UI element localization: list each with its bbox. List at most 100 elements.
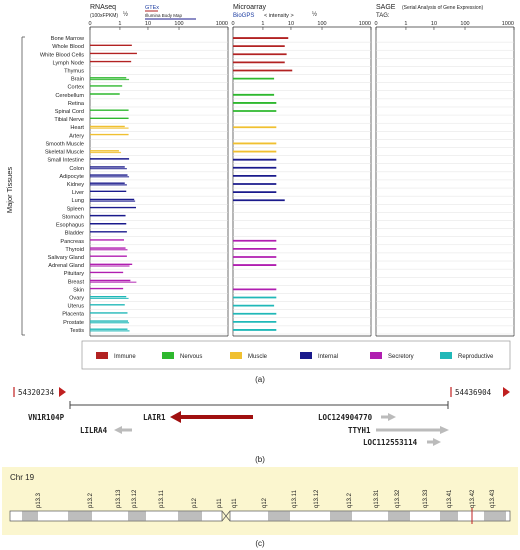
tissue-label: Placenta — [62, 312, 85, 318]
legend-swatch — [96, 352, 108, 359]
legend-label: Internal — [318, 354, 338, 360]
panel-c: Chr 19 p13.3 p13.2 p13.13 p13.12 p13.11 p12 p1… — [2, 467, 518, 548]
lilra4-arrow-icon — [114, 426, 122, 434]
gene-vn1r104p: VN1R104P — [28, 413, 65, 422]
panel-a: RNAseq (100xFPKM) ½ GTEx Illumina Body M… — [5, 4, 515, 384]
loc112553114-arrow-icon — [433, 438, 441, 446]
panel-a-axes: 0 1 10 100 1000 0 1 10 100 1000 0 1 10 100 1000 — [88, 21, 515, 337]
legend-swatch — [230, 352, 242, 359]
chromosome-label: Chr 19 — [10, 473, 35, 482]
panel-b: 54320234 54436904 VN1R104P LILRA4 LAIR1 … — [13, 387, 510, 464]
q-arm — [229, 510, 511, 522]
lair1-arrow-icon — [170, 411, 181, 423]
ideogram-band — [388, 511, 410, 521]
band-label: p13.13 — [116, 489, 122, 508]
tissue-label: White Blood Cells — [40, 52, 84, 58]
tissue-label: Pituitary — [64, 271, 84, 277]
sage-tick-label: 1000 — [502, 21, 514, 27]
start-arrow-icon — [59, 387, 66, 397]
tissue-label: Retina — [68, 101, 85, 107]
legend-swatch — [162, 352, 174, 359]
microarray-tick-label: 1000 — [359, 21, 371, 27]
band-label: q13.32 — [395, 489, 401, 508]
centromere-icon — [221, 510, 231, 522]
rnaseq-tick-label: 0 — [88, 21, 91, 27]
tissue-label: Ovary — [69, 296, 84, 302]
p-arm — [9, 510, 223, 522]
tissue-label: Cerebellum — [55, 93, 84, 99]
tissue-label: Skeletal Muscle — [45, 150, 84, 156]
caption-b: (b) — [255, 455, 265, 464]
end-arrow-icon — [503, 387, 510, 397]
gene-loc124904770: LOC124904770 — [318, 413, 373, 422]
start-coord: 54320234 — [18, 388, 55, 397]
legend-box — [81, 340, 511, 370]
tissue-label: Smooth Muscle — [45, 141, 84, 147]
gene-ttyh1: TTYH1 — [348, 426, 371, 435]
microarray-tick-label: 100 — [317, 21, 326, 27]
tissue-label: Stomach — [62, 214, 84, 220]
band-label: p11 — [217, 498, 223, 508]
microarray-exp: ½ — [312, 11, 317, 18]
major-tissues-label: Major Tissues — [5, 167, 14, 214]
rnaseq-tick-label: 1 — [118, 21, 121, 27]
rnaseq-title: RNAseq — [90, 4, 116, 11]
rnaseq-src-sub: Illumina Body Map — [145, 13, 183, 18]
band-label: q13.2 — [347, 492, 353, 508]
tissue-label: Spinal Cord — [55, 109, 84, 115]
rnaseq-src-label: GTEx — [145, 5, 159, 11]
microarray-title: Microarray — [233, 4, 267, 11]
caption-a: (a) — [255, 375, 265, 384]
tissue-label: Cortex — [68, 85, 85, 91]
tissue-label: Colon — [69, 166, 84, 172]
tissue-label: Liver — [72, 190, 84, 196]
tissue-label: Prostate — [63, 320, 84, 326]
tissue-label: Testis — [70, 328, 85, 334]
tissue-label: Kidney — [67, 182, 84, 188]
rnaseq-tick-label: 10 — [145, 21, 151, 27]
ideogram-band — [440, 511, 458, 521]
tissue-label: Bone Marrow — [51, 36, 85, 42]
legend: Immune Nervous Muscle Internal Secretory Repr… — [96, 352, 494, 360]
microarray-tick-label: 1 — [261, 21, 264, 27]
band-label: p13.2 — [88, 492, 94, 508]
ideogram-band — [330, 511, 352, 521]
band-label: q13.12 — [314, 489, 320, 508]
gene-lilra4: LILRA4 — [80, 426, 108, 435]
sage-tick-label: 0 — [374, 21, 377, 27]
microarray-note: < intensity > — [264, 13, 294, 19]
chromosome-ideogram: p13.3 p13.2 p13.13 p13.12 p13.11 p12 p11 q11 q12… — [9, 489, 511, 524]
tissue-label: Small Intestine — [47, 158, 84, 164]
tissue-label: Esophagus — [56, 223, 84, 229]
tissue-label: Adipocyte — [59, 174, 84, 180]
gene-loc112553114: LOC112553114 — [363, 438, 418, 447]
tissue-label: Tibial Nerve — [54, 117, 84, 123]
legend-label: Immune — [114, 354, 136, 360]
band-label: p12 — [192, 497, 198, 508]
tissue-label: Adrenal Gland — [48, 263, 84, 269]
tissue-label: Spleen — [67, 206, 84, 212]
tissue-label: Lymph Node — [52, 60, 84, 66]
rnaseq-tick-label: 100 — [174, 21, 183, 27]
gene-lair1: LAIR1 — [143, 413, 166, 422]
tissue-label: Heart — [70, 125, 84, 131]
tissue-label: Whole Blood — [52, 44, 84, 50]
sage-tick-label: 1 — [404, 21, 407, 27]
legend-label: Reproductive — [458, 354, 494, 360]
legend-swatch — [300, 352, 312, 359]
ideogram-band — [484, 511, 506, 521]
ideogram-band — [128, 511, 146, 521]
microarray-tick-label: 0 — [231, 21, 234, 27]
legend-swatch — [370, 352, 382, 359]
rnaseq-tick-label: 1000 — [216, 21, 228, 27]
caption-c: (c) — [255, 539, 265, 548]
sage-tick-label: 10 — [431, 21, 437, 27]
band-label: q13.33 — [423, 489, 429, 508]
legend-label: Muscle — [248, 354, 268, 360]
band-label: q12 — [262, 497, 268, 508]
tissue-label: Bladder — [65, 231, 84, 237]
band-label: q11 — [232, 498, 238, 508]
sage-tag: TAG: — [376, 13, 390, 19]
legend-label: Nervous — [180, 354, 202, 360]
